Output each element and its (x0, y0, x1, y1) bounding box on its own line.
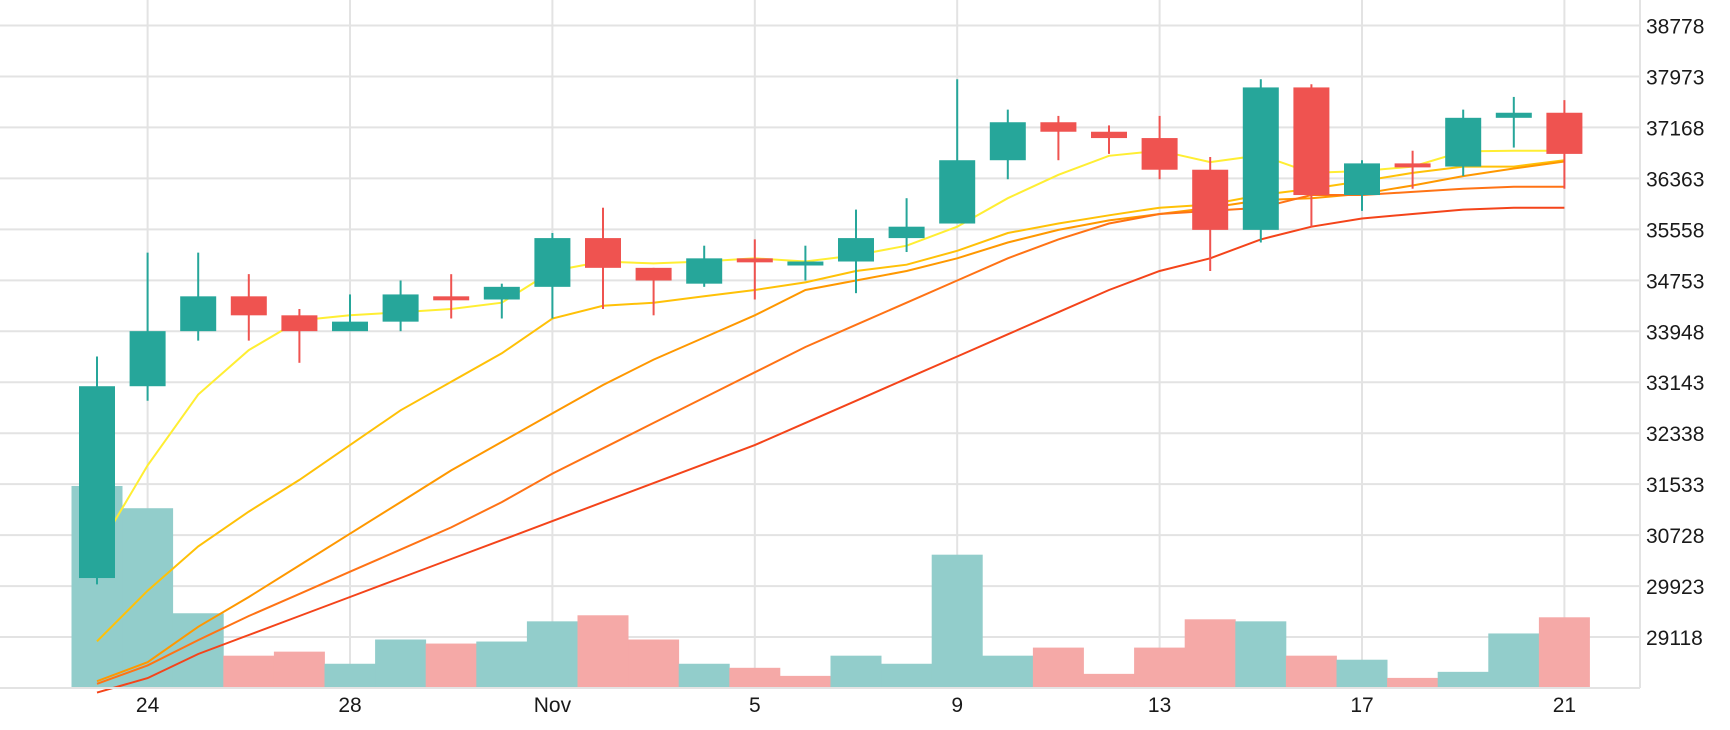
x-tick-label: 13 (1148, 694, 1171, 717)
volume-bar (476, 641, 528, 688)
volume-bar (628, 639, 680, 688)
x-tick-label: 17 (1350, 694, 1373, 717)
candle-body (1394, 163, 1431, 168)
candle-body (1040, 122, 1077, 132)
y-tick-label: 37973 (1646, 66, 1704, 89)
candle-body (1546, 112, 1583, 154)
candle-body (1242, 87, 1279, 230)
volume-bar (425, 643, 477, 688)
candle-body (79, 386, 115, 579)
volume-bar (526, 621, 578, 688)
volume-bar (729, 667, 781, 688)
volume-bar (1134, 647, 1186, 688)
candle-body (888, 226, 925, 239)
y-tick-label: 29118 (1646, 627, 1703, 650)
moving-average-line (96, 206, 1565, 694)
y-tick-label: 37168 (1646, 117, 1704, 140)
candle-body (1344, 163, 1380, 196)
candle-body (230, 296, 267, 316)
candle-body (382, 294, 419, 322)
candle-body (433, 296, 470, 301)
candle-body (787, 261, 824, 266)
volume-bar (577, 615, 629, 688)
y-tick-label: 35558 (1646, 219, 1704, 242)
y-tick-label: 36363 (1646, 168, 1704, 191)
volume-bar (1235, 621, 1287, 688)
volume-bar (881, 663, 933, 688)
volume-bar (1336, 659, 1388, 688)
x-tick-label: 9 (951, 694, 963, 717)
grid (0, 0, 1640, 688)
y-tick-label: 30728 (1646, 525, 1704, 548)
axes: 29118 29923 30728 31533 32338 33143 33948 34753… (0, 0, 1704, 717)
volume-bar (1538, 617, 1590, 688)
candle-body (585, 238, 621, 268)
volume-bar (324, 663, 376, 688)
volume-bar (122, 508, 174, 688)
candle-body (129, 331, 166, 387)
candle-body (483, 286, 520, 300)
volume-bar (1184, 619, 1236, 688)
volume-bar (678, 663, 730, 688)
volume-bar (375, 639, 427, 688)
moving-average-line (96, 149, 1565, 552)
candle-body (989, 122, 1026, 161)
moving-average-line (96, 159, 1565, 643)
candle-body (1141, 138, 1178, 170)
x-tick-label: 21 (1553, 694, 1576, 717)
y-tick-label: 32338 (1646, 423, 1704, 446)
y-tick-label: 29923 (1646, 576, 1704, 599)
y-tick-label: 33143 (1646, 372, 1704, 395)
y-tick-label: 31533 (1646, 474, 1704, 497)
candle-body (281, 315, 318, 332)
candle-body (1495, 112, 1532, 118)
volume-bar (931, 554, 983, 688)
volume-bar (223, 655, 275, 688)
candle-body (1192, 169, 1229, 230)
moving-average-lines (96, 149, 1565, 694)
candle-body (1445, 117, 1482, 167)
volume-bar (273, 651, 325, 688)
volume-bar (1032, 647, 1084, 688)
volume-bar (1285, 655, 1337, 688)
candle-body (1293, 87, 1330, 196)
candles (79, 79, 1583, 585)
candle-body (180, 296, 217, 332)
y-tick-label: 38778 (1646, 16, 1704, 39)
candle-body (939, 160, 976, 224)
volume-bar (172, 613, 224, 688)
candle-body (1091, 131, 1127, 139)
volume-bar (982, 655, 1034, 688)
candle-body (686, 258, 723, 284)
x-tick-label: 28 (338, 694, 361, 717)
x-tick-label: 5 (749, 694, 761, 717)
y-tick-label: 34753 (1646, 270, 1704, 293)
x-tick-label: Nov (534, 694, 572, 717)
candle-body (736, 258, 773, 263)
volume-bar (779, 675, 831, 688)
candle-body (332, 321, 368, 332)
candle-body (635, 267, 672, 281)
moving-average-line (96, 160, 1565, 683)
volume-bar (1437, 671, 1489, 688)
x-tick-label: 24 (136, 694, 160, 717)
candle-body (838, 238, 874, 262)
volume-bars (71, 486, 1590, 688)
candle-body (534, 238, 571, 287)
volume-bar (1387, 677, 1439, 688)
y-tick-label: 33948 (1646, 321, 1704, 344)
volume-bar (1083, 673, 1135, 688)
volume-bar (830, 655, 882, 688)
volume-bar (1488, 633, 1540, 688)
